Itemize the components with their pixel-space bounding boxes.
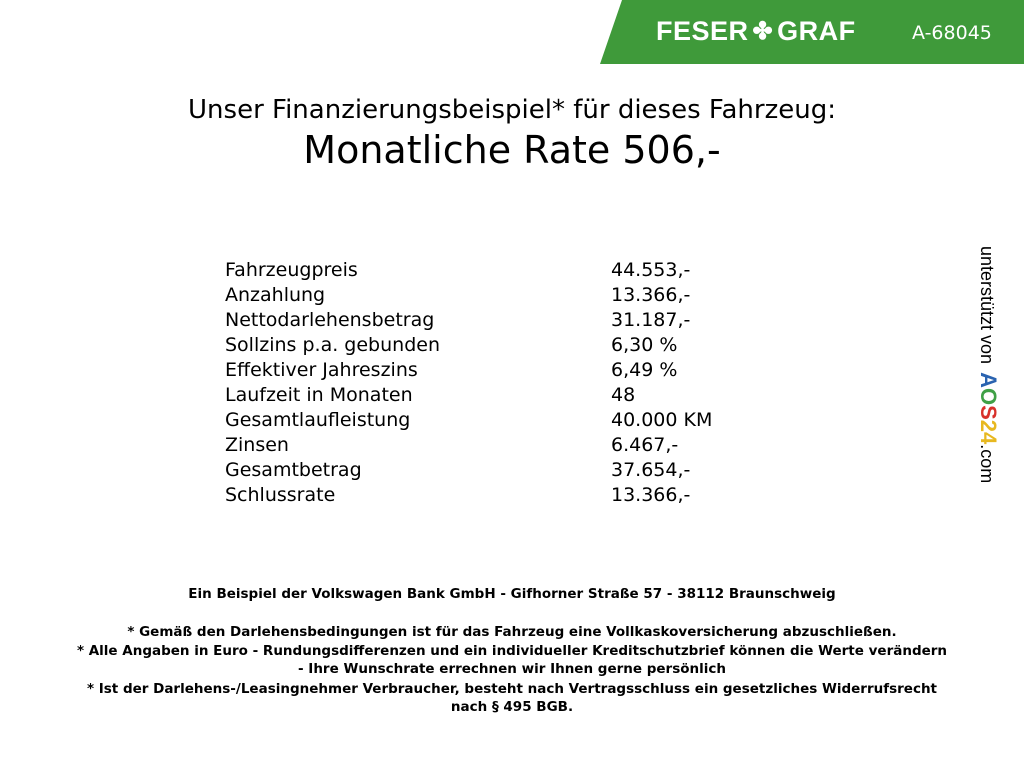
- footnote: - Ihre Wunschrate errechnen wir Ihnen ge…: [298, 661, 726, 677]
- aos-letter: O: [976, 387, 1001, 406]
- monthly-rate: Monatliche Rate 506,-: [303, 128, 721, 172]
- table-row: Laufzeit in Monaten 48: [225, 383, 712, 408]
- brand-left: FESER: [656, 16, 749, 46]
- aos-letter: 4: [976, 432, 1001, 445]
- aos24-letters: AOS24: [976, 372, 1001, 444]
- vehicle-code: A-68045: [912, 22, 992, 44]
- row-value: 37.654,-: [611, 459, 691, 481]
- table-row: Effektiver Jahreszins 6,49 %: [225, 358, 712, 383]
- footnote: * Ist der Darlehens-/Leasingnehmer Verbr…: [86, 681, 938, 697]
- header-banner: [600, 0, 1024, 64]
- row-label: Schlussrate: [225, 484, 336, 506]
- row-value: 6,49 %: [611, 359, 678, 381]
- table-row: Sollzins p.a. gebunden 6,30 %: [225, 333, 712, 358]
- bank-info: Ein Beispiel der Volkswagen Bank GmbH - …: [188, 586, 836, 602]
- row-label: Zinsen: [225, 434, 289, 456]
- row-label: Anzahlung: [225, 284, 326, 306]
- row-value: 48: [611, 384, 636, 406]
- row-label: Nettodarlehensbetrag: [225, 309, 435, 331]
- table-row: Gesamtbetrag 37.654,-: [225, 458, 712, 483]
- aos-letter: S: [976, 405, 1001, 420]
- row-value: 6.467,-: [611, 434, 679, 456]
- aos24-logo: AOS24: [976, 372, 1001, 444]
- row-label: Gesamtlaufleistung: [225, 409, 411, 431]
- row-label: Sollzins p.a. gebunden: [225, 334, 440, 356]
- table-row: Anzahlung 13.366,-: [225, 283, 712, 308]
- feser-graf-logo: FESER ✤ GRAF: [656, 16, 856, 47]
- aos-letter: 2: [976, 419, 1001, 433]
- row-value: 13.366,-: [611, 484, 691, 506]
- table-row: Schlussrate 13.366,-: [225, 483, 712, 508]
- row-label: Gesamtbetrag: [225, 459, 362, 481]
- footnote: * Alle Angaben in Euro - Rundungsdiffere…: [76, 643, 948, 659]
- row-label: Effektiver Jahreszins: [225, 359, 418, 381]
- page-title: Unser Finanzierungsbeispiel* für dieses …: [188, 95, 836, 125]
- table-row: Fahrzeugpreis 44.553,-: [225, 258, 712, 283]
- clover-icon: ✤: [752, 18, 774, 45]
- supported-by: unterstützt von AOS24.com: [975, 246, 1001, 483]
- supported-by-text: unterstützt von: [977, 246, 997, 365]
- table-row: Nettodarlehensbetrag 31.187,-: [225, 308, 712, 333]
- row-value: 40.000 KM: [611, 409, 713, 431]
- finance-table: (function(){ const d=JSON.parse(document…: [225, 258, 712, 508]
- brand-right: GRAF: [777, 16, 856, 46]
- table-row: Gesamtlaufleistung 40.000 KM: [225, 408, 712, 433]
- row-label: Fahrzeugpreis: [225, 259, 358, 281]
- row-value: 31.187,-: [611, 309, 691, 331]
- table-row: Zinsen 6.467,-: [225, 433, 712, 458]
- aos-domain: .com: [977, 444, 997, 484]
- aos-letter: A: [976, 372, 1001, 388]
- row-value: 6,30 %: [611, 334, 678, 356]
- row-value: 13.366,-: [611, 284, 691, 306]
- footnote: * Gemäß den Darlehensbedingungen ist für…: [127, 624, 897, 640]
- footnote: nach § 495 BGB.: [450, 699, 574, 715]
- row-label: Laufzeit in Monaten: [225, 384, 413, 406]
- row-value: 44.553,-: [611, 259, 691, 281]
